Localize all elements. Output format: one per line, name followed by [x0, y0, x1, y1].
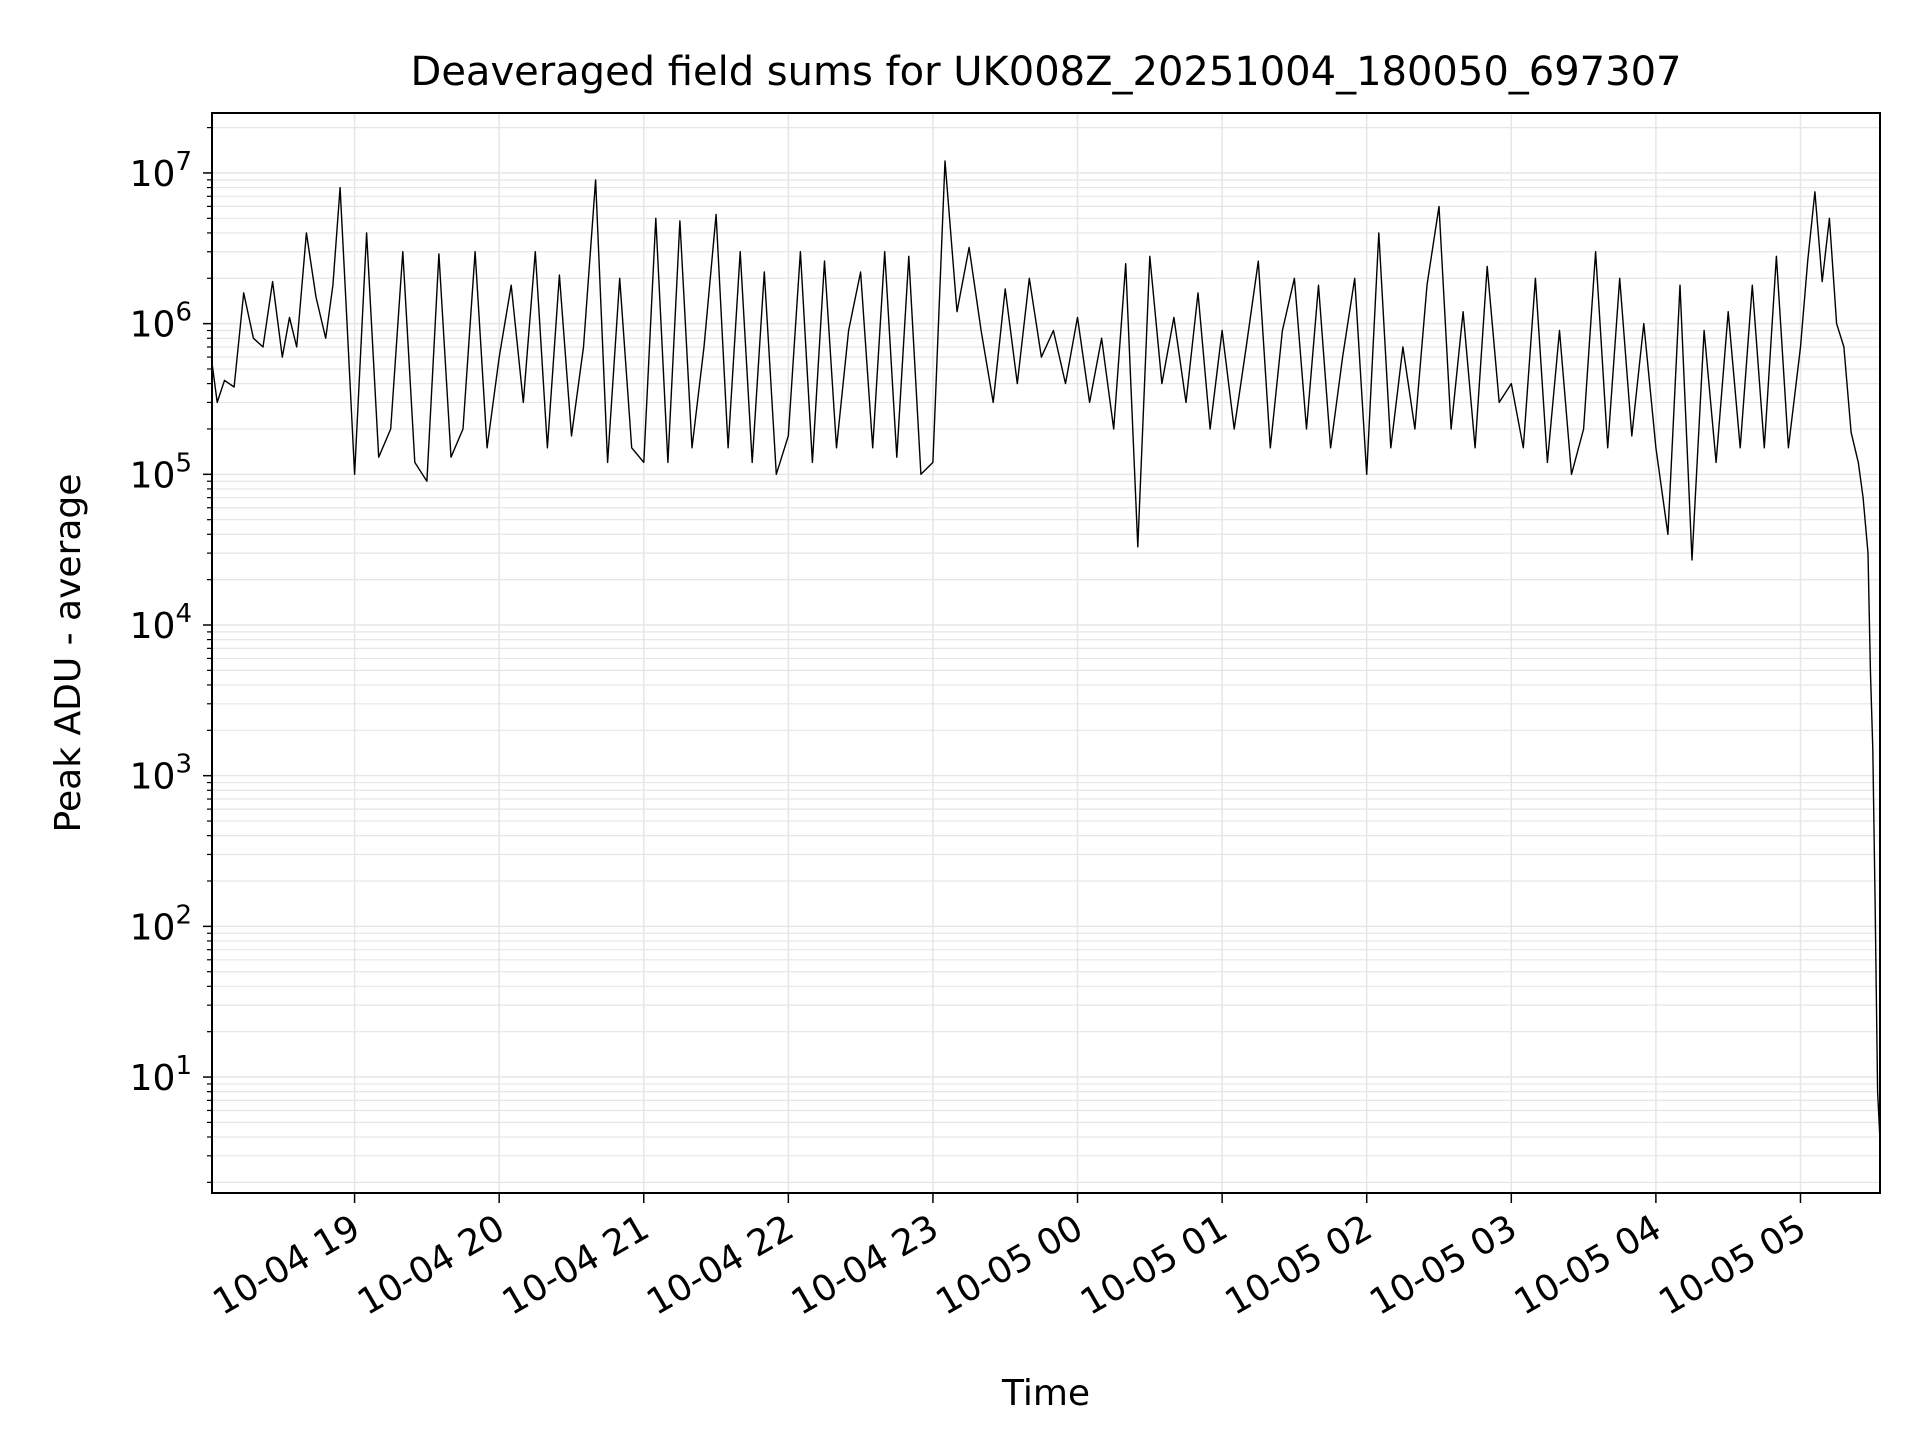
y-tick-label-exponent: 5 — [175, 448, 192, 478]
y-tick-label-exponent: 4 — [175, 599, 192, 629]
x-tick-label: 10-04 21 — [496, 1207, 657, 1323]
y-tick-label-base: 10 — [130, 1058, 176, 1099]
x-tick-label: 10-04 23 — [785, 1207, 946, 1323]
y-tick-label-base: 10 — [130, 154, 176, 195]
x-tick-label: 10-04 22 — [640, 1207, 801, 1323]
y-tick-label: 102 — [130, 900, 192, 948]
x-tick-label: 10-05 00 — [929, 1207, 1090, 1323]
plot-frame — [211, 112, 1881, 1194]
y-tick-label-base: 10 — [130, 455, 176, 496]
data-line — [211, 160, 1881, 1141]
x-tick-label: 10-05 05 — [1652, 1207, 1813, 1323]
y-tick-label: 105 — [130, 448, 192, 496]
y-axis-label: Peak ADU - average — [48, 474, 89, 833]
data-series — [211, 160, 1881, 1141]
x-tick-label: 10-05 04 — [1508, 1207, 1669, 1323]
y-tick-label-exponent: 2 — [175, 900, 192, 930]
x-tick-label: 10-05 03 — [1363, 1207, 1524, 1323]
y-tick-label-base: 10 — [130, 757, 176, 798]
y-tick-label: 106 — [130, 298, 192, 346]
x-tick-label: 10-05 01 — [1074, 1207, 1235, 1323]
x-tick-label: 10-04 19 — [206, 1207, 367, 1323]
x-axis-label: Time — [1001, 1373, 1090, 1414]
grid-lines — [212, 113, 1880, 1193]
y-tick-label-exponent: 7 — [175, 147, 192, 177]
y-tick-label-base: 10 — [130, 305, 176, 346]
y-tick-label: 103 — [130, 750, 192, 798]
x-tick-label: 10-05 02 — [1219, 1207, 1380, 1323]
y-tick-label: 107 — [130, 147, 192, 195]
y-tick-label-exponent: 1 — [175, 1051, 192, 1081]
y-tick-label-base: 10 — [130, 606, 176, 647]
axis-ticks — [203, 127, 1802, 1203]
y-tick-label: 104 — [130, 599, 192, 647]
y-tick-label: 101 — [130, 1051, 192, 1099]
x-tick-label: 10-04 20 — [351, 1207, 512, 1323]
y-tick-label-exponent: 6 — [175, 298, 192, 328]
chart-title: Deaveraged field sums for UK008Z_2025100… — [411, 49, 1682, 95]
y-tick-label-exponent: 3 — [175, 750, 192, 780]
y-tick-label-base: 10 — [130, 907, 176, 948]
